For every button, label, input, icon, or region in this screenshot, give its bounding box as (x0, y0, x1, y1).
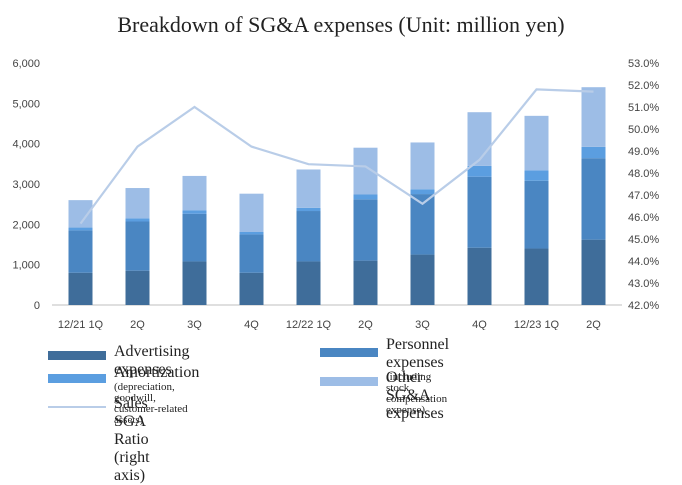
bar-segment (125, 218, 150, 222)
y2-tick-label: 46.0% (628, 212, 659, 224)
legend-line-swatch (48, 406, 106, 408)
bar-segment (467, 112, 492, 166)
y-tick-label: 3,000 (12, 179, 40, 191)
sga-ratio-line (79, 88, 594, 225)
bar-segment (467, 247, 492, 305)
bar-segment (239, 193, 264, 232)
bar-segment (296, 207, 321, 212)
bar-segment (524, 180, 549, 249)
bar-segment (410, 189, 435, 195)
y2-tick-label: 43.0% (628, 278, 659, 290)
legend-item-advertising: Advertising expenses (48, 343, 190, 379)
y2-tick-label: 53.0% (628, 58, 659, 70)
y2-tick-label: 52.0% (628, 80, 659, 92)
y-tick-label: 0 (34, 300, 40, 312)
y-tick-label: 4,000 (12, 139, 40, 151)
bar-segment (239, 231, 264, 235)
legend-item-other: Other SG&A expenses (320, 369, 444, 423)
x-tick-label: 2Q (586, 319, 601, 330)
bar-segment (296, 211, 321, 262)
bar-segment (182, 213, 207, 262)
bar-segment (581, 158, 606, 240)
x-tick-label: 4Q (244, 319, 259, 330)
bar-segment (68, 272, 93, 305)
chart-title: Breakdown of SG&A expenses (Unit: millio… (117, 12, 565, 37)
y-tick-label: 2,000 (12, 219, 40, 231)
bar-segment (239, 234, 264, 273)
y2-tick-label: 48.0% (628, 168, 659, 180)
x-tick-label: 12/21 1Q (58, 319, 104, 330)
x-tick-label: 4Q (472, 319, 487, 330)
x-tick-label: 3Q (415, 319, 430, 330)
bar-segment (125, 188, 150, 219)
bar-segment (581, 87, 606, 147)
bar-segment (524, 248, 549, 305)
legend-label: Personnel expenses (386, 336, 450, 371)
chart: Breakdown of SG&A expenses (Unit: millio… (12, 12, 659, 484)
y-tick-label: 5,000 (12, 98, 40, 110)
y2-tick-label: 42.0% (628, 300, 659, 312)
legend-swatch (320, 348, 378, 357)
bar-segment (467, 165, 492, 177)
bar-segment (524, 170, 549, 181)
y2-tick-label: 45.0% (628, 234, 659, 246)
x-tick-label: 12/23 1Q (514, 319, 560, 330)
legend-item-personnel: Personnel expenses (including stock comp… (320, 336, 449, 416)
bar-segment (524, 115, 549, 171)
legend-label: Other SG&A expenses (386, 369, 444, 422)
bar-segment (182, 261, 207, 305)
bar-segment (410, 254, 435, 305)
bar-segment (353, 194, 378, 200)
y2-tick-label: 51.0% (628, 102, 659, 114)
bar-segment (581, 146, 606, 159)
y-tick-label: 6,000 (12, 58, 40, 70)
x-tick-label: 2Q (358, 319, 373, 330)
bar-segment (125, 221, 150, 271)
bar-segment (353, 260, 378, 305)
legend-sublabel: (depreciation, goodwill, customer-relate… (114, 381, 188, 426)
legend-item-sga-ratio: Sales SGA Ratio (right axis) (48, 395, 150, 485)
bar-segment (125, 270, 150, 305)
legend-swatch (48, 374, 106, 383)
legend-label: Amortization (114, 364, 200, 381)
bar-segment (581, 239, 606, 305)
legend-label: Advertising expenses (114, 343, 190, 378)
bar-segment (353, 199, 378, 261)
bar-segment (68, 230, 93, 273)
bar-segment (296, 169, 321, 208)
legend-sublabel: (including stock compensation expense) (386, 371, 448, 416)
y2-tick-label: 50.0% (628, 124, 659, 136)
y2-tick-label: 44.0% (628, 256, 659, 268)
legend-swatch (320, 377, 378, 386)
plot-area: 0 1,000 2,000 3,000 4,000 5,000 6,000 42.0% 43.0… (12, 58, 659, 330)
x-tick-label: 2Q (130, 319, 145, 330)
y2-tick-label: 49.0% (628, 146, 659, 158)
y2-tick-label: 47.0% (628, 190, 659, 202)
bar-segment (296, 261, 321, 305)
bar-segment (182, 210, 207, 214)
x-tick-label: 3Q (187, 319, 202, 330)
y-tick-label: 1,000 (12, 260, 40, 272)
legend-label: Sales SGA Ratio (right axis) (114, 395, 150, 484)
x-tick-label: 12/22 1Q (286, 319, 332, 330)
bar-segment (68, 227, 93, 231)
bar-segment (467, 176, 492, 248)
bar-segment (182, 175, 207, 211)
bar-segment (410, 142, 435, 190)
bar-segment (239, 272, 264, 305)
legend-item-amortization: Amortization (depreciation, goodwill, cu… (48, 364, 199, 426)
legend-swatch (48, 351, 106, 360)
